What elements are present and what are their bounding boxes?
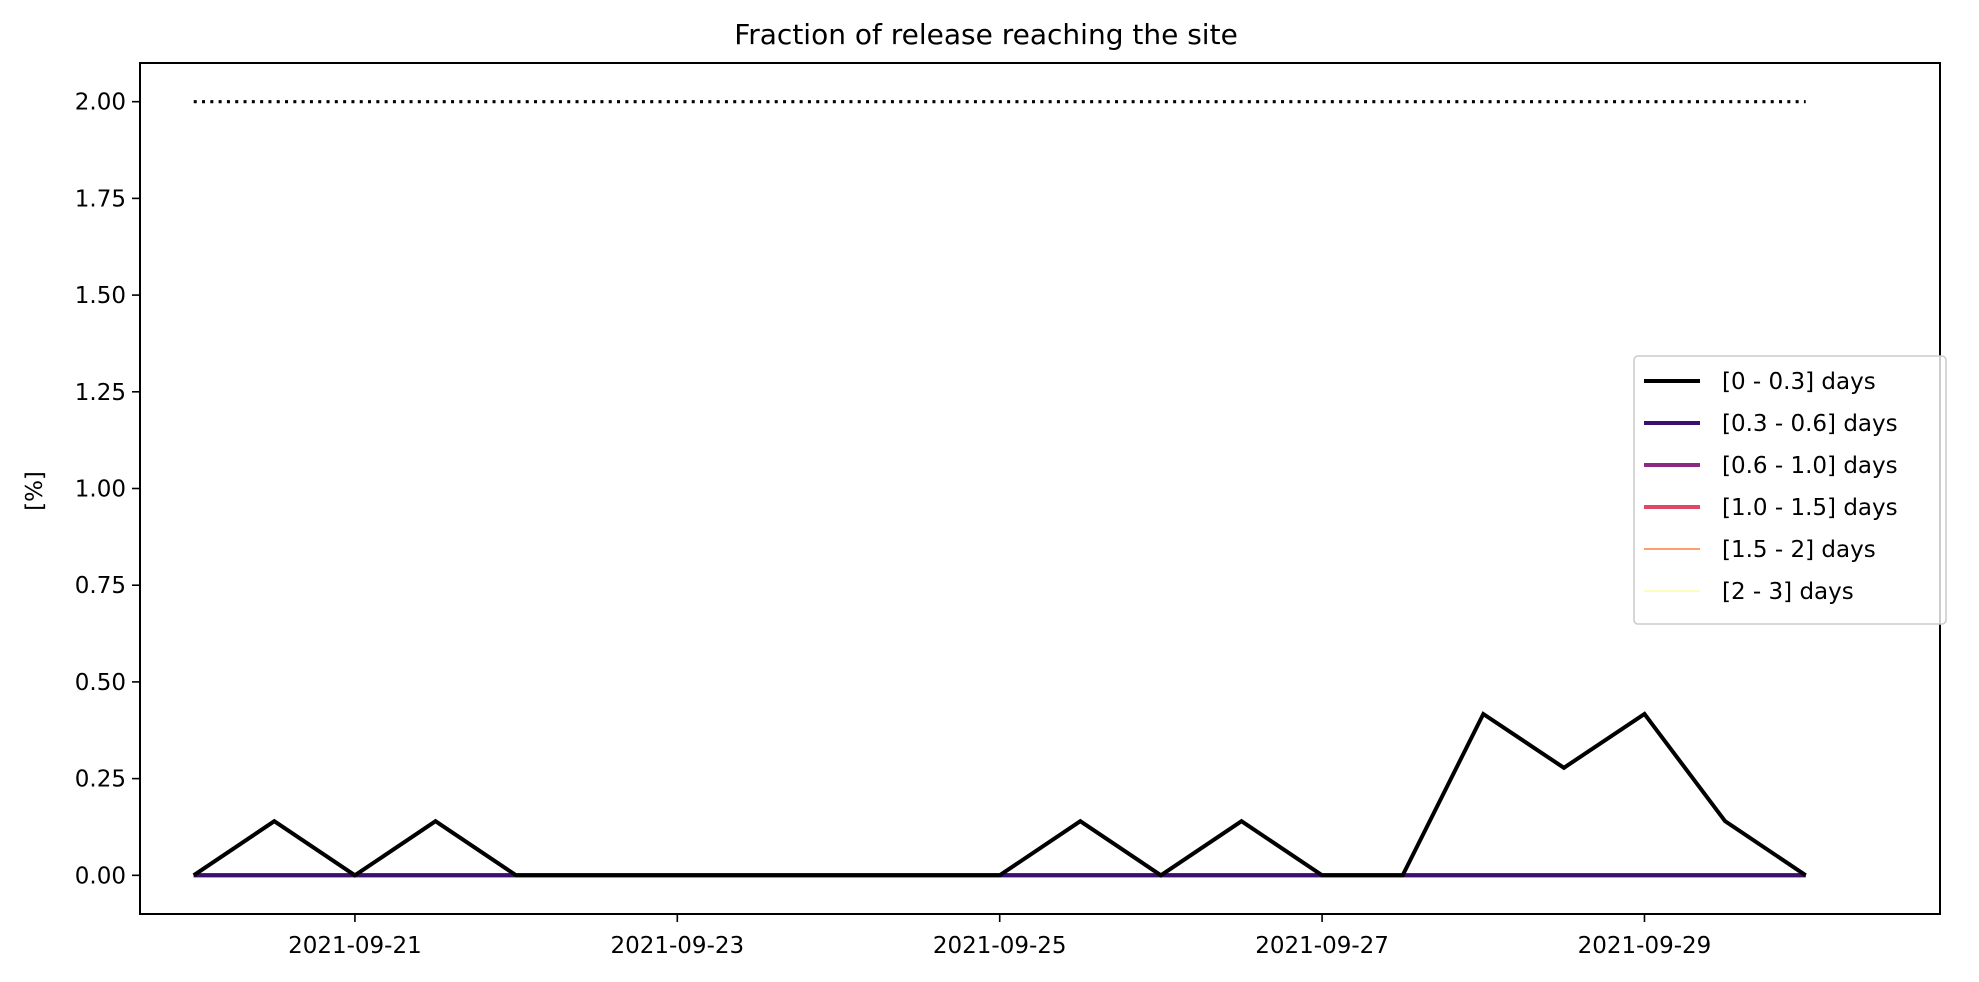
x-tick-label: 2021-09-25 xyxy=(933,933,1067,959)
legend-box xyxy=(1633,355,1947,625)
chart-title: Fraction of release reaching the site xyxy=(734,18,1238,51)
y-tick-label: 1.75 xyxy=(75,186,126,212)
y-tick-label: 0.50 xyxy=(75,670,126,696)
legend: [0 - 0.3] days [0.3 - 0.6] days [0.6 - 1.0… xyxy=(1633,355,1947,625)
legend-label: [0 - 0.3] days xyxy=(1722,369,1876,395)
x-tick-label: 2021-09-27 xyxy=(1255,933,1389,959)
y-tick-label: 0.75 xyxy=(75,573,126,599)
y-tick-label: 1.25 xyxy=(75,380,126,406)
legend-label: [1.5 - 2] days xyxy=(1722,537,1876,563)
legend-label: [0.6 - 1.0] days xyxy=(1722,453,1898,479)
y-tick-label: 1.50 xyxy=(75,283,126,309)
y-axis-ticks: 0.00 0.25 0.50 0.75 1.00 1.25 1.50 1.75 2.00 xyxy=(75,90,140,889)
legend-label: [2 - 3] days xyxy=(1722,579,1854,605)
y-axis-label: [%] xyxy=(22,471,48,511)
x-axis-ticks: 2021-09-21 2021-09-23 2021-09-25 2021-09-27… xyxy=(288,914,1711,959)
x-tick-label: 2021-09-23 xyxy=(610,933,744,959)
legend-label: [0.3 - 0.6] days xyxy=(1722,411,1898,437)
series-line-0 xyxy=(192,711,1807,878)
legend-label: [1.0 - 1.5] days xyxy=(1722,495,1898,521)
y-tick-label: 0.25 xyxy=(75,767,126,793)
plot-area xyxy=(192,100,1807,878)
y-tick-label: 1.00 xyxy=(75,477,126,503)
x-tick-label: 2021-09-29 xyxy=(1578,933,1712,959)
x-tick-label: 2021-09-21 xyxy=(288,933,422,959)
y-tick-label: 2.00 xyxy=(75,90,126,116)
y-tick-label: 0.00 xyxy=(75,863,126,889)
